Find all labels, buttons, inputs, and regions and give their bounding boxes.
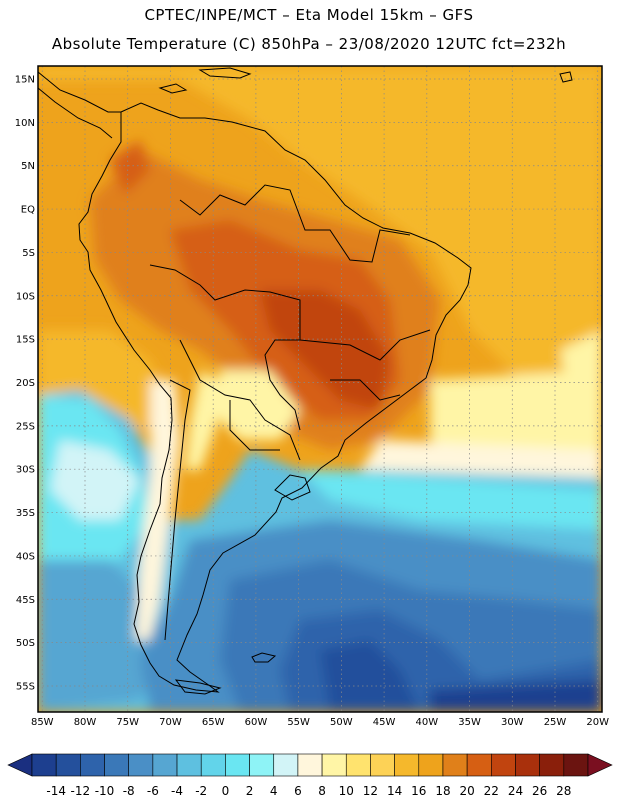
colorbar-label: 2 [246,784,254,798]
lon-label: 55W [287,717,310,728]
lat-label: 15N [15,75,35,86]
colorbar-label: 4 [270,784,278,798]
lon-label: 30W [501,717,524,728]
colorbar-box [418,753,444,777]
colorbar-box [394,753,420,777]
colorbar-box [31,753,57,777]
lat-label: 40S [16,551,35,562]
colorbar-box [273,753,299,777]
lon-label: 80W [74,717,97,728]
colorbar-label: 14 [387,784,402,798]
colorbar-box [55,753,81,777]
colorbar-label: -4 [171,784,183,798]
colorbar-box [370,753,395,777]
colorbar-label: 22 [484,784,499,798]
colorbar-label: 6 [294,784,302,798]
colorbar-label: -14 [46,784,66,798]
lon-label: 65W [202,717,225,728]
colorbar-label: -6 [147,784,159,798]
colorbar-label: -8 [123,784,135,798]
colorbar-box [345,753,371,777]
coastlines [38,67,573,695]
colorbar-under-arrow [7,753,33,777]
colorbar-box [466,753,492,777]
colorbar-label: -12 [71,784,91,798]
colorbar-label: 10 [339,784,354,798]
colorbar-box [200,753,226,777]
lat-label: 5S [22,248,35,259]
colorbar-label: 28 [556,784,571,798]
lat-label: 20S [16,378,35,389]
latitude-labels: 15N 10N 5N EQ 5S 10S 15S 20S 25S 30S 35S 40S 45S 50S 5… [15,75,35,693]
longitude-labels: 85W 80W 75W 70W 65W 60W 55W 50W 45W 40W 35W 30W 25W 2… [31,717,609,728]
colorbar-box [104,753,129,777]
colorbar-label: 8 [318,784,326,798]
lon-label: 20W [586,717,609,728]
colorbar-box [128,753,154,777]
colorbar-box [80,753,105,777]
lat-label: EQ [21,205,35,216]
colorbar-label: 18 [435,784,450,798]
colorbar-box [321,753,347,777]
colorbar-box [152,753,178,777]
map-frame [37,65,603,713]
colorbar-box [442,753,468,777]
colorbar-label: 26 [532,784,547,798]
colorbar-label: 12 [363,784,378,798]
lon-label: 85W [31,717,54,728]
colorbar-box [515,753,540,777]
colorbar-over-arrow [587,753,613,777]
colorbar-box [491,753,516,777]
lat-label: 30S [16,465,35,476]
lat-label: 45S [16,595,35,606]
lat-label: 10N [15,118,35,129]
lon-label: 40W [416,717,439,728]
colorbar-box [249,753,275,777]
lon-label: 75W [116,717,139,728]
lat-label: 55S [16,681,35,692]
temperature-field [38,66,602,712]
south-america-coast [78,102,472,693]
lon-label: 70W [159,717,182,728]
colorbar-box [176,753,202,777]
lat-label: 10S [16,291,35,302]
lat-label: 5N [21,161,35,172]
colorbar: -14 -12 -10 -8 -6 -4 -2 0 2 4 6 8 10 12 14 16 18 20 22 24 26… [7,753,613,798]
lon-label: 45W [373,717,396,728]
colorbar-box [563,753,589,777]
lon-label: 25W [544,717,567,728]
colorbar-box [297,753,323,777]
colorbar-label: 16 [411,784,426,798]
colorbar-label: -10 [95,784,115,798]
lon-label: 50W [330,717,353,728]
lat-label: 15S [16,335,35,346]
lon-label: 35W [458,717,481,728]
lat-label: 50S [16,638,35,649]
lat-label: 25S [16,421,35,432]
colorbar-label: 0 [222,784,230,798]
colorbar-label: -2 [195,784,207,798]
chart-title-line2: Absolute Temperature (C) 850hPa – 23/08/… [51,35,567,53]
chart-title-line1: CPTEC/INPE/MCT – Eta Model 15km – GFS [144,6,474,24]
colorbar-label: 20 [459,784,474,798]
colorbar-box [225,753,250,777]
colorbar-box [539,753,565,777]
lat-label: 35S [16,508,35,519]
colorbar-label: 24 [508,784,523,798]
lon-label: 60W [245,717,268,728]
